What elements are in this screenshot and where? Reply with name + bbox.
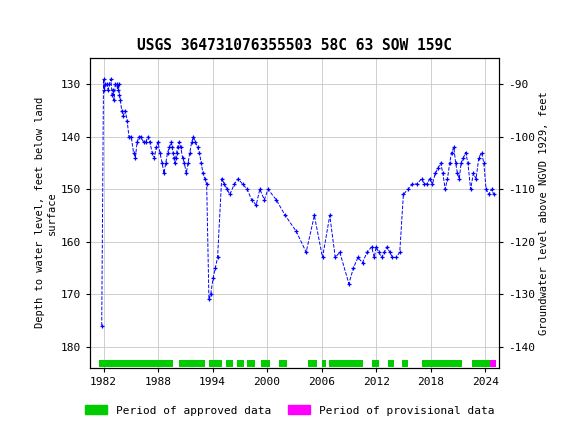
Bar: [401, 360, 408, 367]
Bar: [388, 360, 394, 367]
Bar: [322, 360, 326, 367]
Bar: [490, 360, 496, 367]
Legend: Period of approved data, Period of provisional data: Period of approved data, Period of provi…: [81, 401, 499, 420]
Bar: [422, 360, 462, 367]
Bar: [261, 360, 270, 367]
Bar: [472, 360, 490, 367]
Bar: [237, 360, 244, 367]
Y-axis label: Groundwater level above NGVD 1929, feet: Groundwater level above NGVD 1929, feet: [539, 91, 549, 335]
Bar: [179, 360, 205, 367]
Bar: [329, 360, 362, 367]
Bar: [308, 360, 317, 367]
Title: USGS 364731076355503 58C 63 SOW 159C: USGS 364731076355503 58C 63 SOW 159C: [137, 38, 452, 53]
Y-axis label: Depth to water level, feet below land
surface: Depth to water level, feet below land su…: [35, 97, 56, 329]
Bar: [99, 360, 173, 367]
Bar: [279, 360, 287, 367]
Text: ≡USGS: ≡USGS: [7, 10, 57, 28]
Bar: [226, 360, 234, 367]
Bar: [372, 360, 379, 367]
Bar: [209, 360, 222, 367]
Bar: [247, 360, 255, 367]
